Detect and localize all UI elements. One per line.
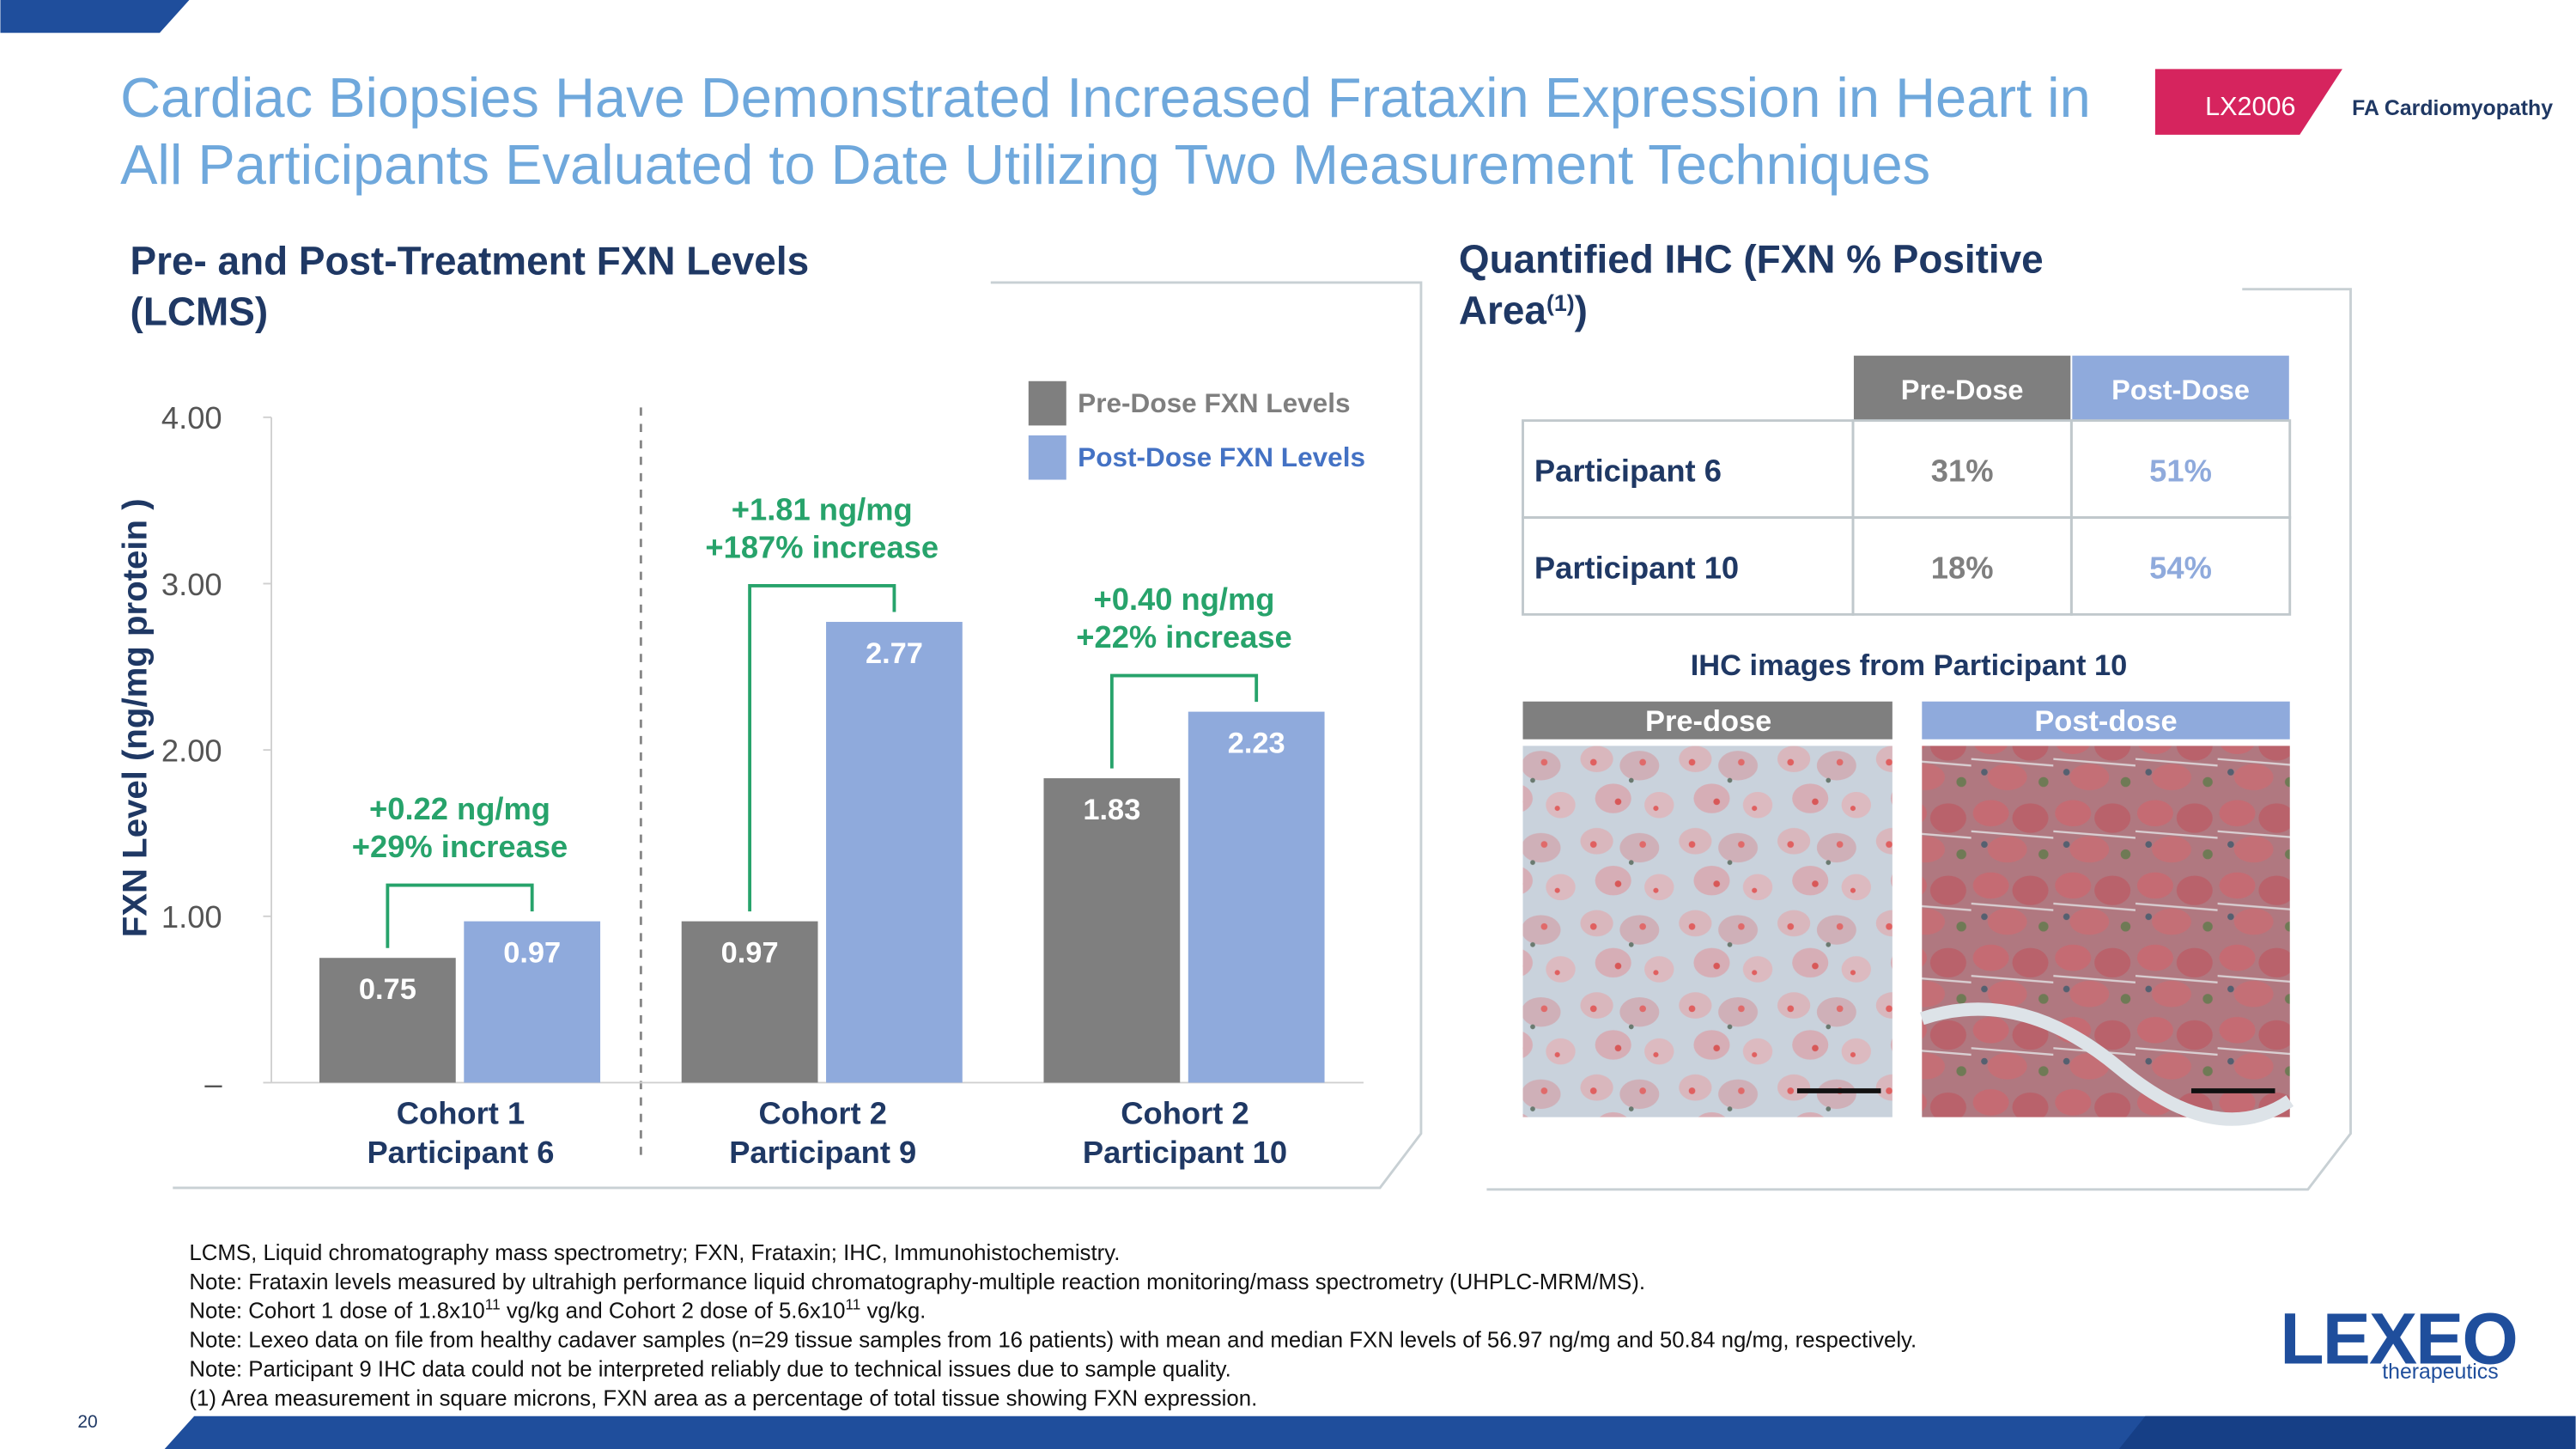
bar	[1043, 778, 1181, 1083]
bar	[826, 622, 963, 1083]
image-label: Pre-dose	[1645, 705, 1771, 738]
row-label: Participant 6	[1534, 453, 1722, 488]
table-header-cell	[2070, 354, 2291, 422]
table-header: Post-Dose	[2111, 374, 2250, 405]
data-label: 0.75	[359, 973, 416, 1006]
y-tick-label: 2.00	[161, 734, 222, 769]
badge-text: LX2006	[2205, 92, 2295, 121]
text-part: )	[1575, 288, 1588, 332]
tissue-gap	[1919, 1002, 2294, 1126]
tag: FA Cardiomyopathy	[2352, 96, 2553, 120]
bar	[319, 958, 456, 1083]
footnote: LCMS, Liquid chromatography mass spectro…	[189, 1241, 1120, 1265]
annotation: +22% increase	[1076, 619, 1291, 654]
y-tick-label: 1.00	[161, 899, 222, 935]
text-part: Note: Lexeo data on file from healthy ca…	[189, 1329, 1917, 1353]
table-value: 51%	[2149, 453, 2212, 488]
annotation: +187% increase	[705, 529, 939, 564]
x-tick-label: Cohort 1	[397, 1095, 525, 1130]
x-tick-label: Cohort 2	[1121, 1095, 1249, 1130]
y-axis-label: FXN Level (ng/mg protein )	[116, 498, 155, 937]
data-label: 0.97	[503, 936, 561, 969]
data-label: 0.97	[721, 936, 779, 969]
badge	[2154, 69, 2342, 135]
text-part: Area	[1459, 288, 1547, 332]
footnote: Note: Lexeo data on file from healthy ca…	[189, 1329, 1917, 1353]
text-part: Note: Cohort 1 dose of 1.8x10	[189, 1300, 484, 1324]
bracket	[386, 883, 534, 948]
bar	[1188, 711, 1325, 1083]
x-tick-label: Participant 9	[729, 1135, 916, 1170]
text-part: (1)	[1546, 290, 1575, 316]
logo-tagline: therapeutics	[2382, 1360, 2498, 1384]
footnote: (1) Area measurement in square microns, …	[189, 1386, 1257, 1410]
panel-frame	[1486, 288, 2352, 1191]
legend-swatch	[1028, 435, 1066, 480]
table-cell	[2069, 516, 2292, 616]
ihc-title: Quantified IHC (FXN % Positive	[1459, 237, 2044, 282]
slide-title: Cardiac Biopsies Have Demonstrated Incre…	[120, 66, 2091, 129]
chart-title: (LCMS)	[131, 289, 269, 334]
bracket	[1109, 673, 1259, 769]
annotation: +0.40 ng/mg	[1094, 581, 1275, 617]
text-part: (1) Area measurement in square microns, …	[189, 1386, 1257, 1410]
text-part: vg/kg and Cohort 2 dose of 5.6x10	[501, 1300, 846, 1324]
text-part: LCMS, Liquid chromatography mass spectro…	[189, 1241, 1120, 1265]
data-label: 2.77	[866, 637, 923, 670]
footer-bar	[164, 1416, 2576, 1449]
bar	[464, 921, 601, 1083]
legend-label: Post-Dose FXN Levels	[1078, 441, 1365, 472]
table-value: 18%	[1931, 550, 1994, 585]
footer-bar	[2118, 1416, 2576, 1449]
ihc-title: Area(1))	[1459, 288, 1588, 332]
logo: LEXEO	[2280, 1299, 2517, 1379]
y-tick-label: 4.00	[161, 400, 222, 435]
x-tick-label: Participant 10	[1083, 1135, 1287, 1170]
bar	[681, 921, 818, 1083]
footnote: Note: Participant 9 IHC data could not b…	[189, 1357, 1230, 1381]
y-tick-label: 3.00	[161, 567, 222, 602]
text-part: vg/kg.	[860, 1300, 926, 1324]
page-number: 20	[77, 1412, 97, 1432]
text-part: 11	[845, 1296, 860, 1313]
footnote: Note: Frataxin levels measured by ultrah…	[189, 1270, 1645, 1294]
text-part: Note: Participant 9 IHC data could not b…	[189, 1357, 1230, 1381]
slide-title: All Participants Evaluated to Date Utili…	[120, 133, 1930, 196]
x-tick-label: Cohort 2	[759, 1095, 887, 1130]
bracket	[748, 584, 896, 912]
image-header	[1922, 701, 2290, 740]
data-label: 2.23	[1228, 727, 1285, 759]
ihc-image	[1522, 746, 1893, 1117]
footnote: Note: Cohort 1 dose of 1.8x1011 vg/kg an…	[189, 1296, 926, 1324]
text-part: 11	[485, 1296, 501, 1313]
data-label: 1.83	[1083, 794, 1140, 826]
table-header: Pre-Dose	[1901, 374, 2024, 405]
ihc-panel: Quantified IHC (FXN % Positive Area(1)) …	[1459, 237, 2294, 1126]
image-header	[1522, 701, 1893, 740]
annotation: +0.22 ng/mg	[369, 791, 550, 826]
x-tick-label: Participant 6	[367, 1135, 554, 1170]
image-label: Post-dose	[2034, 705, 2177, 738]
row-label: Participant 10	[1534, 550, 1739, 585]
table-value: 54%	[2149, 550, 2212, 585]
legend-label: Pre-Dose FXN Levels	[1078, 387, 1350, 418]
table-value: 31%	[1931, 453, 1994, 488]
annotation: +29% increase	[352, 829, 568, 864]
chart-title: Pre- and Post-Treatment FXN Levels	[131, 238, 810, 283]
annotation: +1.81 ng/mg	[732, 491, 913, 527]
y-tick-label: –	[204, 1066, 222, 1101]
legend-swatch	[1028, 381, 1066, 426]
corner-accent	[0, 0, 190, 33]
text-part: Note: Frataxin levels measured by ultrah…	[189, 1270, 1645, 1294]
images-title: IHC images from Participant 10	[1691, 649, 2128, 682]
panel-frame	[173, 281, 1423, 1190]
